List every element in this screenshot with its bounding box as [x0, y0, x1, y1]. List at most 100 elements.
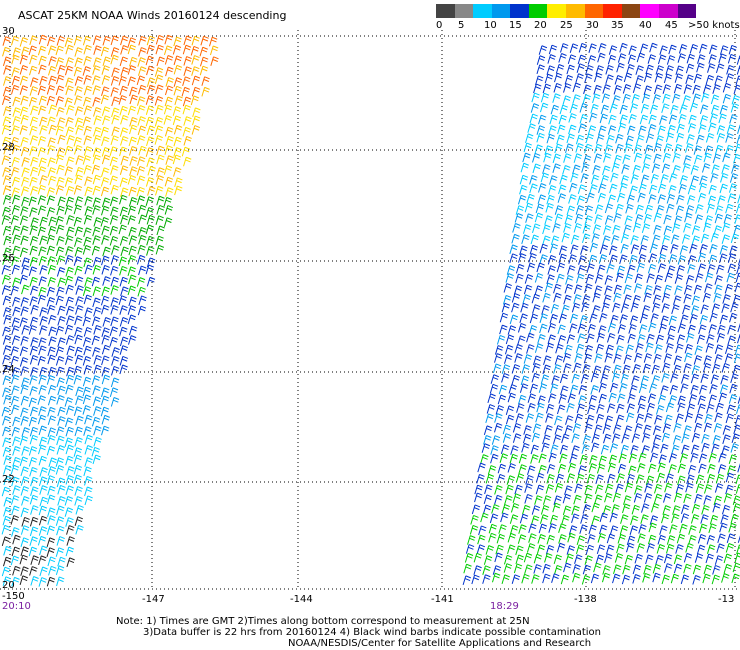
wind-barb — [697, 54, 706, 64]
wind-barb — [577, 54, 587, 65]
wind-barb — [110, 47, 120, 57]
wind-barb — [20, 137, 29, 147]
wind-barb — [38, 345, 47, 356]
wind-barb — [715, 473, 725, 484]
wind-barb — [173, 64, 183, 75]
wind-barb — [38, 385, 47, 395]
wind-barb — [580, 514, 589, 524]
wind-barb — [57, 117, 66, 127]
wind-barb — [75, 524, 84, 535]
wind-barb — [66, 135, 75, 145]
wind-barb — [648, 253, 658, 263]
wind-barb — [543, 152, 552, 163]
wind-barb — [111, 107, 120, 118]
wind-barb — [73, 406, 83, 416]
wind-barb — [473, 565, 482, 575]
wind-barb — [539, 313, 548, 323]
wind-barb — [690, 444, 700, 455]
wind-barb — [182, 96, 192, 107]
wind-barb — [65, 57, 74, 67]
wind-barb — [74, 486, 83, 496]
wind-barb — [719, 104, 728, 115]
wind-barb — [91, 375, 101, 385]
wind-barb — [56, 147, 65, 157]
wind-barb — [84, 434, 93, 445]
wind-barb — [712, 84, 721, 94]
wind-barb — [700, 514, 709, 524]
wind-barb — [3, 307, 12, 317]
wind-barb — [19, 357, 29, 367]
wind-barb — [91, 164, 101, 175]
wind-barb — [38, 505, 48, 516]
wind-barb — [129, 116, 138, 127]
wind-barb — [37, 535, 47, 546]
wind-barb — [729, 383, 738, 394]
wind-barb — [100, 94, 110, 105]
wind-barb — [83, 105, 93, 116]
wind-barb — [581, 575, 591, 585]
wind-barb — [703, 152, 712, 163]
wind-barb — [606, 332, 616, 343]
wind-barb — [74, 354, 84, 365]
wind-barb — [689, 313, 698, 324]
wind-barb — [37, 147, 47, 157]
wind-barb — [75, 504, 84, 515]
wind-barb — [705, 132, 715, 143]
wind-barb — [92, 154, 101, 165]
wind-barb — [1, 536, 11, 547]
wind-barb — [648, 322, 657, 333]
wind-barb — [659, 525, 668, 535]
wind-barb — [499, 324, 508, 335]
wind-barb — [520, 375, 530, 386]
wind-barb — [723, 213, 732, 224]
wind-barb — [146, 246, 155, 256]
wind-barb — [648, 124, 657, 134]
wind-barb — [19, 106, 29, 117]
wind-barb — [683, 155, 692, 165]
wind-barb — [589, 184, 598, 194]
wind-barb — [110, 265, 119, 276]
wind-barb — [602, 235, 611, 245]
wind-barb — [128, 296, 137, 307]
wind-barb — [677, 53, 686, 63]
wind-barb — [111, 67, 120, 77]
wind-barb — [29, 54, 38, 65]
wind-barb — [74, 76, 84, 86]
wind-barb — [517, 194, 527, 205]
wind-barb — [47, 277, 56, 287]
wind-barb — [55, 325, 65, 336]
wind-barb — [725, 484, 734, 495]
wind-barb — [74, 346, 83, 357]
wind-barb — [526, 193, 535, 204]
wind-barb — [48, 336, 57, 346]
wind-barb — [553, 554, 563, 565]
wind-barb — [46, 234, 56, 245]
wind-barb — [531, 574, 540, 584]
wind-barb — [46, 445, 56, 456]
wind-barb — [29, 116, 39, 127]
wind-barb — [57, 385, 66, 396]
wind-barb — [56, 445, 65, 455]
wind-barb — [548, 44, 558, 55]
wind-barb — [690, 165, 699, 175]
wind-barb — [563, 153, 572, 163]
wind-barb — [685, 482, 694, 493]
wind-barb — [11, 385, 20, 395]
wind-barb — [48, 65, 57, 76]
wind-barb — [163, 217, 173, 227]
wind-barb — [128, 196, 138, 207]
wind-barb — [517, 335, 526, 345]
wind-barb — [558, 523, 567, 533]
wind-barb — [64, 205, 73, 215]
wind-barb — [146, 44, 155, 55]
wind-barb — [145, 207, 155, 217]
wind-barb — [518, 524, 527, 534]
wind-barb — [2, 364, 11, 375]
wind-barb — [730, 514, 739, 524]
wind-barb — [46, 84, 56, 95]
wind-barb — [501, 302, 511, 313]
wind-barb — [705, 553, 714, 564]
wind-barb — [622, 364, 631, 375]
map-title: ASCAT 25KM NOAA Winds 20160124 descendin… — [18, 9, 287, 22]
wind-barb — [615, 483, 624, 494]
